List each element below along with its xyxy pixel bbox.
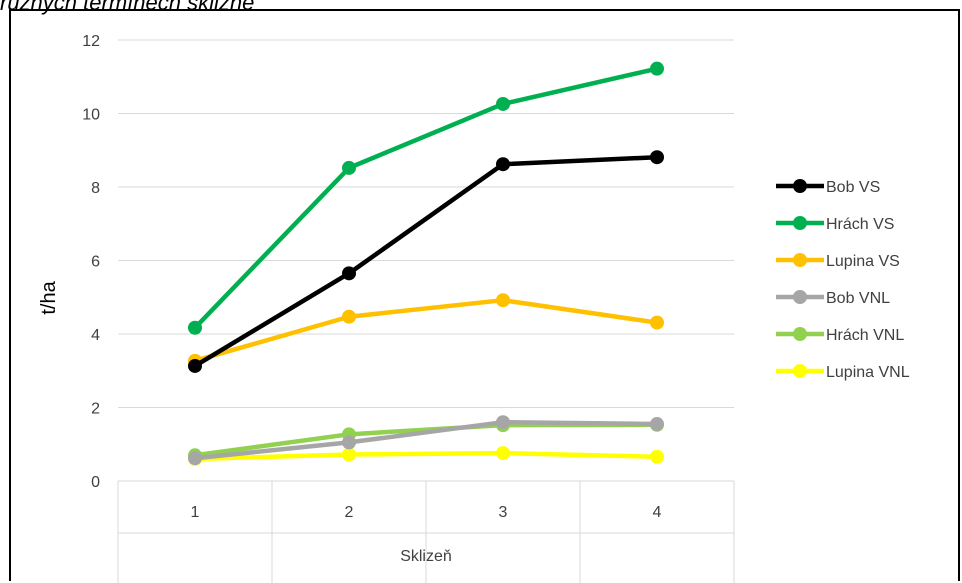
data-point xyxy=(342,435,356,450)
y-tick-label: 4 xyxy=(91,327,100,344)
y-tick-label: 10 xyxy=(82,107,100,124)
legend-item: Lupina VS xyxy=(776,253,900,270)
legend: Bob VS Hrách VS Lupina VS Bob VNL Hrách VNL L… xyxy=(776,179,910,381)
legend-swatch-marker xyxy=(793,290,807,304)
legend-swatch-marker xyxy=(793,179,807,193)
legend-swatch-marker xyxy=(793,216,807,230)
series-hrách-vs xyxy=(188,61,664,335)
y-tick-label: 8 xyxy=(91,180,100,197)
data-point xyxy=(188,358,202,373)
legend-item: Hrách VS xyxy=(776,216,894,233)
series-line xyxy=(194,419,658,461)
data-point xyxy=(650,449,664,464)
x-axis-title: Sklizeň xyxy=(400,548,452,565)
x-tick-label: 2 xyxy=(345,504,354,521)
data-point xyxy=(342,309,356,324)
series-line xyxy=(194,297,658,363)
data-point xyxy=(496,415,510,430)
chart-frame xyxy=(9,9,960,581)
legend-item: Lupina VNL xyxy=(776,364,910,381)
data-point xyxy=(342,447,356,462)
x-tick-label: 3 xyxy=(499,504,508,521)
legend-item: Bob VNL xyxy=(776,290,890,307)
series-bob-vs xyxy=(188,150,664,373)
data-point xyxy=(650,61,664,76)
data-point xyxy=(188,451,202,466)
y-tick-label: 6 xyxy=(91,254,100,271)
series-lupina-vs xyxy=(188,293,664,368)
series-lupina-vnl xyxy=(188,446,664,466)
legend-label: Lupina VNL xyxy=(826,364,910,381)
data-point xyxy=(496,293,510,308)
legend-label: Lupina VS xyxy=(826,253,900,270)
y-tick-label: 12 xyxy=(82,33,100,50)
y-tick-label: 2 xyxy=(91,401,100,418)
data-point xyxy=(496,446,510,461)
legend-item: Bob VS xyxy=(776,179,880,196)
data-point xyxy=(650,417,664,432)
series-line xyxy=(193,66,658,330)
series-bob-vnl xyxy=(188,415,664,466)
series-line xyxy=(194,450,658,462)
legend-label: Bob VS xyxy=(826,179,880,196)
legend-label: Hrách VNL xyxy=(826,327,904,344)
x-tick-labels: 1 2 3 4 xyxy=(191,504,662,521)
data-point xyxy=(496,157,510,172)
x-category-lines xyxy=(117,481,735,583)
legend-label: Bob VNL xyxy=(826,290,890,307)
series-layer xyxy=(188,61,664,466)
data-point xyxy=(650,150,664,165)
series-line xyxy=(193,154,658,368)
data-point xyxy=(342,160,356,175)
y-tick-label: 0 xyxy=(91,474,100,491)
legend-swatch-marker xyxy=(793,364,807,378)
gridlines xyxy=(118,39,734,482)
data-point xyxy=(342,266,356,281)
x-tick-label: 1 xyxy=(191,504,200,521)
data-point xyxy=(650,315,664,330)
legend-item: Hrách VNL xyxy=(776,327,904,344)
legend-label: Hrách VS xyxy=(826,216,894,233)
legend-swatch-marker xyxy=(793,253,807,267)
data-point xyxy=(496,96,510,111)
x-tick-label: 4 xyxy=(653,504,662,521)
y-axis-title: t/ha xyxy=(38,280,60,314)
data-point xyxy=(188,320,202,335)
chart-title-fragment: různých termínech sklizně xyxy=(0,0,255,15)
legend-swatch-marker xyxy=(793,327,807,341)
y-tick-labels: 0 2 4 6 8 10 12 xyxy=(82,33,100,491)
